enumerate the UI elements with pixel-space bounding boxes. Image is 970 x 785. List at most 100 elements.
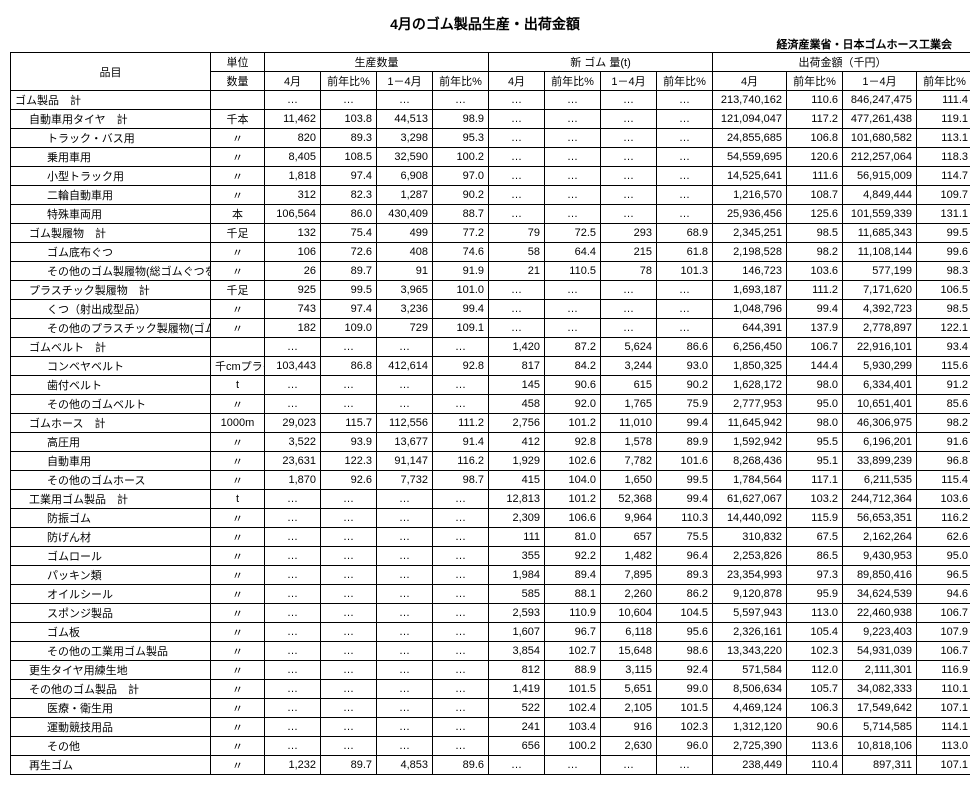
cell-new: 241 [489, 718, 545, 737]
th-yoy2: 前年比% [657, 72, 713, 91]
cell-ship: 5,714,585 [843, 718, 917, 737]
cell-ship: 106.8 [787, 129, 843, 148]
cell-prod: … [433, 623, 489, 642]
cell-ship: 95.5 [787, 433, 843, 452]
th-group-prod: 生産数量 [265, 53, 489, 72]
cell-ship: 22,460,938 [843, 604, 917, 623]
cell-new: … [545, 110, 601, 129]
cell-prod: … [321, 642, 377, 661]
th-14: 1－4月 [601, 72, 657, 91]
cell-unit: 千足 [211, 281, 265, 300]
table-row: 高圧用〃3,52293.913,67791.441292.81,57889.91… [11, 433, 970, 452]
cell-ship: 112.0 [787, 661, 843, 680]
cell-new: … [489, 167, 545, 186]
cell-ship: 97.3 [787, 566, 843, 585]
cell-prod: … [321, 566, 377, 585]
cell-ship: 110.1 [917, 680, 970, 699]
cell-name: 高圧用 [11, 433, 211, 452]
cell-unit: 〃 [211, 528, 265, 547]
cell-unit: 〃 [211, 509, 265, 528]
cell-ship: 91.6 [917, 433, 970, 452]
cell-ship: 9,430,953 [843, 547, 917, 566]
cell-new: 1,578 [601, 433, 657, 452]
cell-prod: 89.7 [321, 262, 377, 281]
cell-new: 657 [601, 528, 657, 547]
cell-ship: 115.6 [917, 357, 970, 376]
table-row: その他の工業用ゴム製品〃…………3,854102.715,64898.613,3… [11, 642, 970, 661]
cell-prod: 44,513 [377, 110, 433, 129]
cell-ship: 897,311 [843, 756, 917, 775]
cell-prod: 132 [265, 224, 321, 243]
cell-name: 自動車用 [11, 452, 211, 471]
cell-new: 104.5 [657, 604, 713, 623]
cell-ship: 17,549,642 [843, 699, 917, 718]
cell-prod: … [377, 395, 433, 414]
cell-prod: … [321, 528, 377, 547]
cell-unit: 〃 [211, 262, 265, 281]
cell-new: 78 [601, 262, 657, 281]
th-item: 品目 [11, 53, 211, 91]
cell-ship: 95.0 [917, 547, 970, 566]
cell-new: 145 [489, 376, 545, 395]
cell-prod: 1,287 [377, 186, 433, 205]
cell-ship: 101,680,582 [843, 129, 917, 148]
cell-new: … [489, 205, 545, 224]
cell-new: … [545, 756, 601, 775]
cell-prod: … [377, 509, 433, 528]
cell-name: ゴムホース 計 [11, 414, 211, 433]
cell-name: ゴム底布ぐつ [11, 243, 211, 262]
th-group-new: 新 ゴム 量(t) [489, 53, 713, 72]
cell-ship: 98.2 [787, 243, 843, 262]
cell-new: 7,895 [601, 566, 657, 585]
cell-prod: … [265, 338, 321, 357]
cell-prod: 13,677 [377, 433, 433, 452]
cell-ship: 98.0 [787, 414, 843, 433]
cell-new: 1,929 [489, 452, 545, 471]
cell-prod: … [321, 604, 377, 623]
cell-ship: 99.5 [917, 224, 970, 243]
table-row: 特殊車両用本106,56486.0430,40988.7…………25,936,4… [11, 205, 970, 224]
cell-prod: … [433, 547, 489, 566]
cell-prod: 743 [265, 300, 321, 319]
cell-ship: 6,256,450 [713, 338, 787, 357]
cell-ship: 56,915,009 [843, 167, 917, 186]
cell-prod: … [265, 566, 321, 585]
cell-new: … [601, 110, 657, 129]
cell-prod: 312 [265, 186, 321, 205]
cell-ship: 2,326,161 [713, 623, 787, 642]
cell-new: 101.5 [545, 680, 601, 699]
cell-name: 小型トラック用 [11, 167, 211, 186]
cell-new: … [601, 300, 657, 319]
cell-ship: 99.4 [787, 300, 843, 319]
cell-prod: 91.9 [433, 262, 489, 281]
cell-new: 1,650 [601, 471, 657, 490]
cell-new: … [657, 319, 713, 338]
cell-ship: 6,196,201 [843, 433, 917, 452]
cell-ship: 99.6 [917, 243, 970, 262]
cell-new: 2,630 [601, 737, 657, 756]
cell-name: 二輪自動車用 [11, 186, 211, 205]
cell-ship: 310,832 [713, 528, 787, 547]
cell-name: ゴム製履物 計 [11, 224, 211, 243]
cell-ship: 98.0 [787, 376, 843, 395]
cell-ship: 2,162,264 [843, 528, 917, 547]
cell-ship: 146,723 [713, 262, 787, 281]
cell-new: 58 [489, 243, 545, 262]
table-row: その他のプラスチック製履物(ゴム・プラ)〃182109.0729109.1………… [11, 319, 970, 338]
cell-unit: 〃 [211, 243, 265, 262]
cell-name: その他のゴム製履物(総ゴムぐつを含む) [11, 262, 211, 281]
cell-unit: 〃 [211, 680, 265, 699]
table-row: 歯付ベルトt…………14590.661590.21,628,17298.06,3… [11, 376, 970, 395]
cell-prod: … [265, 642, 321, 661]
cell-new: 75.9 [657, 395, 713, 414]
cell-new: … [489, 186, 545, 205]
cell-new: 111 [489, 528, 545, 547]
cell-unit: 〃 [211, 661, 265, 680]
table-row: 再生ゴム〃1,23289.74,85389.6…………238,449110.48… [11, 756, 970, 775]
cell-prod: 115.7 [321, 414, 377, 433]
cell-ship: 2,725,390 [713, 737, 787, 756]
cell-prod: … [321, 490, 377, 509]
cell-new: 916 [601, 718, 657, 737]
cell-new: 6,118 [601, 623, 657, 642]
cell-prod: … [321, 623, 377, 642]
